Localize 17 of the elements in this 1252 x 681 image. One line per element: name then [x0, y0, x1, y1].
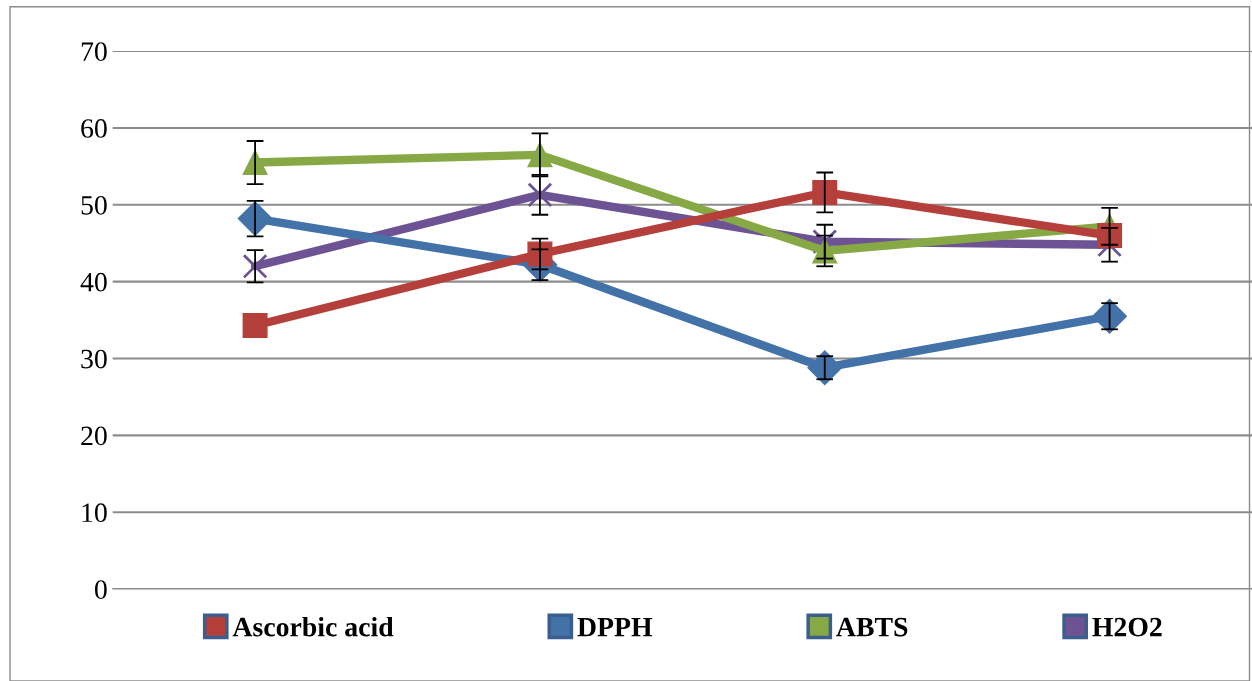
point [1092, 298, 1127, 334]
legend-label: H2O2 [1092, 617, 1162, 637]
legend-label: ABTS [836, 617, 908, 637]
point [242, 253, 268, 279]
y-tick-label: 40 [80, 272, 107, 292]
y-tick-label: 60 [81, 119, 107, 138]
y-tick-label: 10 [82, 503, 107, 523]
point [242, 312, 268, 338]
y-tick-label: 70 [81, 42, 107, 61]
legend-label: Ascorbic acid [232, 616, 394, 637]
y-tick-label: 50 [81, 195, 107, 215]
point [527, 182, 553, 208]
y-tick-label: 30 [81, 349, 107, 369]
legend-label: DPPH [577, 617, 653, 637]
y-tick-label: 0 [94, 580, 107, 599]
point [812, 179, 838, 205]
y-tick-label: 20 [81, 426, 107, 446]
